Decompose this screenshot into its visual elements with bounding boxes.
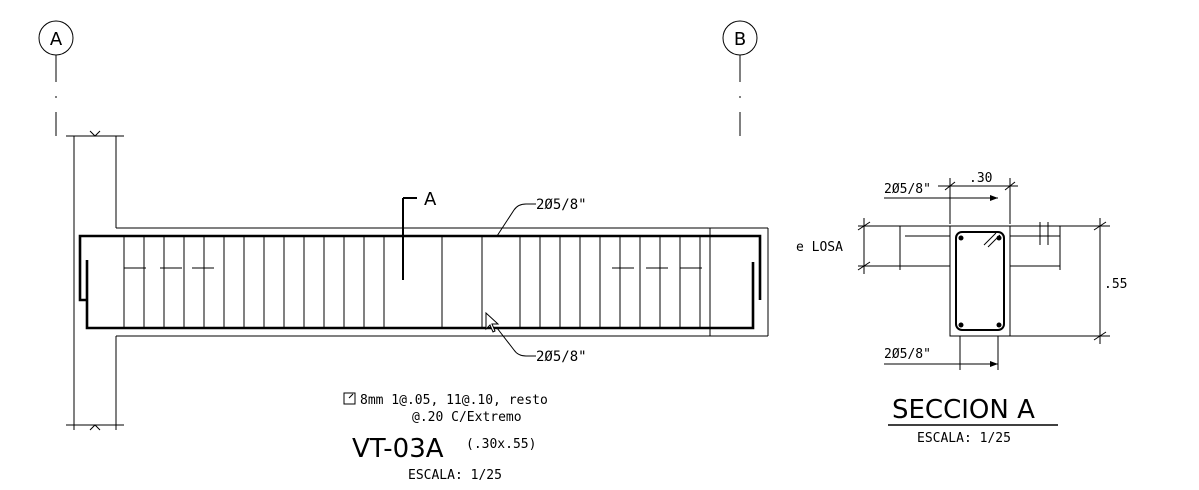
section-scale: ESCALA: 1/25 [917, 431, 1011, 446]
section-cut-mark: A [402, 189, 437, 280]
axis-marker-b: B [722, 20, 758, 136]
bottom-rebar-callout: 2Ø5/8" [496, 327, 587, 365]
section-a-drawing: e LOSA .30 2Ø5/8" .55 2Ø5/8" SECCION A E… [796, 171, 1127, 446]
axis-label-a: A [50, 29, 63, 50]
beam-notes: 8mm 1@.05, 11@.10, resto @.20 C/Extremo … [343, 392, 548, 483]
stirrup-spec-line1: 8mm 1@.05, 11@.10, resto [360, 393, 548, 408]
section-title: SECCION A [892, 395, 1035, 425]
section-height-label: .55 [1104, 277, 1127, 292]
stirrup-icon [343, 392, 356, 405]
stirrup-spec-line2: @.20 C/Extremo [412, 410, 522, 425]
beam-name: VT-03A [352, 434, 444, 464]
beam-size: (.30x.55) [466, 437, 536, 452]
top-rebar-label: 2Ø5/8" [536, 197, 587, 213]
stirrups [123, 236, 701, 328]
axis-marker-a: A [38, 20, 74, 136]
slab-label: e LOSA [796, 240, 843, 255]
axis-label-b: B [734, 29, 746, 50]
mouse-cursor-icon [485, 311, 500, 333]
section-cut-label: A [424, 189, 437, 210]
top-rebar-callout: 2Ø5/8" [496, 197, 587, 237]
column-outline [66, 130, 124, 431]
section-width-label: .30 [969, 171, 992, 186]
section-bottom-rebar-label: 2Ø5/8" [884, 347, 931, 362]
bottom-rebar-label: 2Ø5/8" [536, 349, 587, 365]
beam-scale: ESCALA: 1/25 [408, 468, 502, 483]
beam-outline [116, 227, 769, 337]
longitudinal-rebar [78, 234, 762, 330]
section-top-rebar-label: 2Ø5/8" [884, 182, 931, 197]
